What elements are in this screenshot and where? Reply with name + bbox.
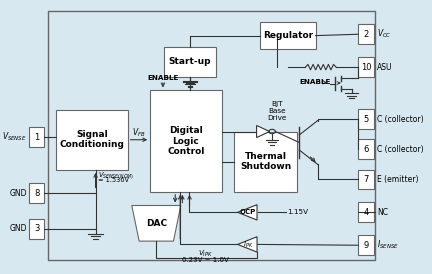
Text: 7: 7 [363,175,368,184]
Text: 2: 2 [363,30,368,39]
FancyBboxPatch shape [358,170,374,189]
Text: ENABLE: ENABLE [299,79,330,85]
Text: GND: GND [10,224,27,233]
Text: $V_{SENSE(NOM)}$: $V_{SENSE(NOM)}$ [98,171,133,181]
Text: $V_{FB}$: $V_{FB}$ [132,127,146,139]
Text: C (collector): C (collector) [377,145,423,154]
Text: $V_{CC}$: $V_{CC}$ [377,28,391,41]
Text: ASU: ASU [377,63,392,72]
Text: NC: NC [377,208,388,217]
FancyBboxPatch shape [165,47,216,77]
Text: $V_{SENSE}$: $V_{SENSE}$ [2,131,27,143]
Text: GND: GND [10,189,27,198]
Text: 6: 6 [363,145,368,154]
Polygon shape [238,237,257,252]
FancyBboxPatch shape [358,57,374,77]
Text: 0.23V ~ 1.0V: 0.23V ~ 1.0V [182,257,229,263]
Text: 1.15V: 1.15V [287,209,308,215]
FancyBboxPatch shape [29,127,44,147]
Polygon shape [132,206,181,241]
Text: Start-up: Start-up [169,57,211,66]
FancyBboxPatch shape [260,22,316,49]
Text: E (emitter): E (emitter) [377,175,419,184]
Text: 5: 5 [363,115,368,124]
Text: 3: 3 [34,224,39,233]
Text: BJT
Base
Drive: BJT Base Drive [267,101,286,121]
FancyBboxPatch shape [358,109,374,129]
Text: $I_{SENSE}$: $I_{SENSE}$ [377,239,399,252]
Text: ENABLE: ENABLE [147,75,179,81]
FancyBboxPatch shape [56,110,128,170]
FancyBboxPatch shape [358,139,374,159]
Text: 1: 1 [34,133,39,141]
FancyBboxPatch shape [48,11,375,260]
Text: Signal
Conditioning: Signal Conditioning [60,130,124,149]
Text: 10: 10 [361,63,371,72]
FancyBboxPatch shape [29,183,44,203]
FancyBboxPatch shape [358,24,374,44]
Text: Digital
Logic
Control: Digital Logic Control [167,126,205,156]
FancyBboxPatch shape [29,219,44,239]
Text: C (collector): C (collector) [377,115,423,124]
Text: 9: 9 [363,241,368,250]
FancyBboxPatch shape [358,235,374,255]
Text: 4: 4 [363,208,368,217]
Text: Thermal
Shutdown: Thermal Shutdown [240,152,291,171]
FancyBboxPatch shape [150,90,222,192]
Text: = 1.536V: = 1.536V [98,177,129,183]
Text: 8: 8 [34,189,39,198]
Text: Regulator: Regulator [263,31,313,40]
Text: $I_{PK}$: $I_{PK}$ [243,239,254,250]
Polygon shape [257,125,270,138]
Text: OCP: OCP [240,209,256,215]
FancyBboxPatch shape [358,202,374,222]
FancyBboxPatch shape [234,132,297,192]
Text: DAC: DAC [146,219,167,228]
Polygon shape [238,205,257,220]
Text: $V_{IPK}$: $V_{IPK}$ [198,249,213,259]
